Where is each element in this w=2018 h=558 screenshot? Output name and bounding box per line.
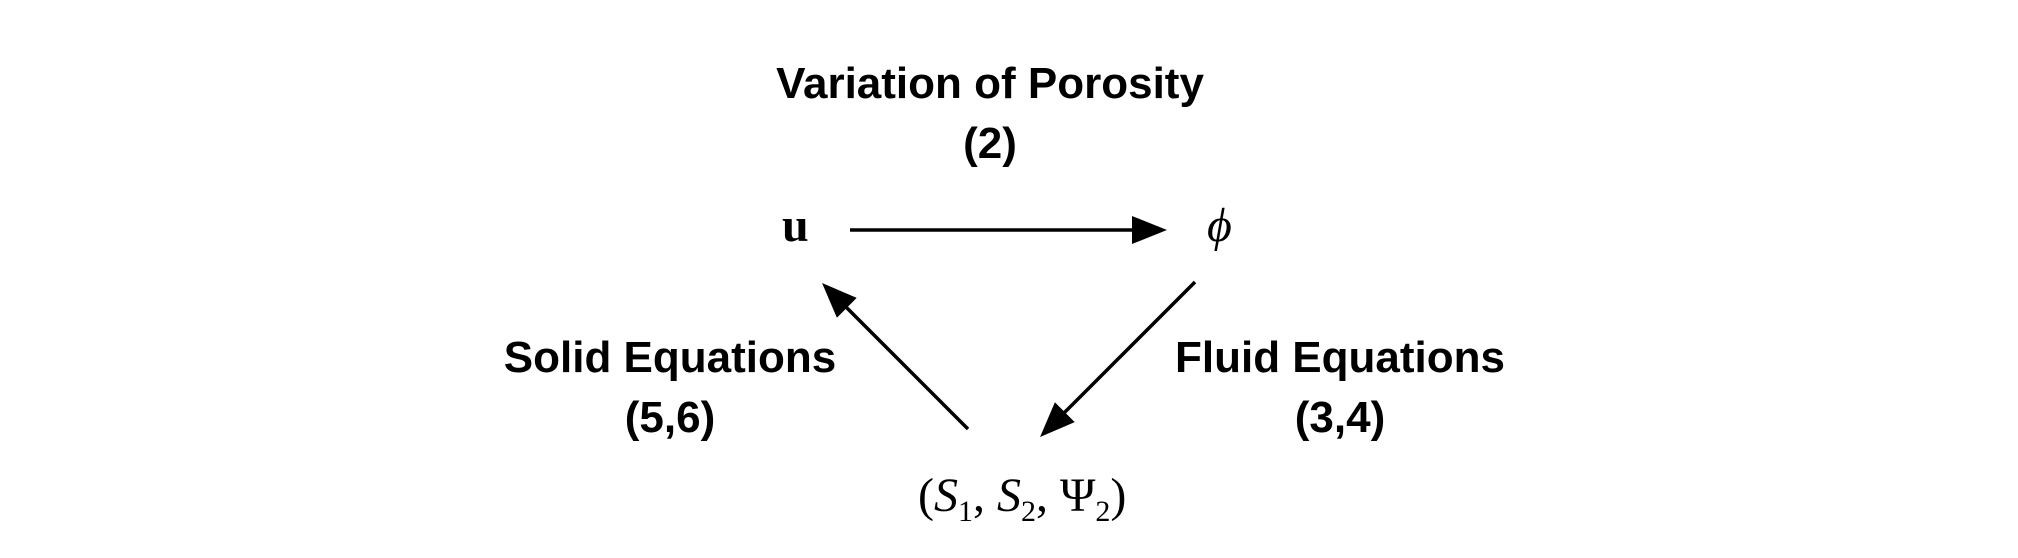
- tuple-psi-sub: 2: [1095, 495, 1111, 528]
- tuple-s1: S: [933, 469, 958, 522]
- tuple-s2-sub: 2: [1020, 495, 1036, 528]
- solid-equations-label: Solid Equations (5,6): [480, 328, 860, 448]
- variation-of-porosity-label: Variation of Porosity (2): [740, 54, 1240, 174]
- node-saturation-tuple: (S1, S2, Ψ2): [918, 468, 1127, 527]
- node-u-text: u: [782, 199, 809, 252]
- tuple-psi: Ψ: [1059, 469, 1096, 522]
- fluid-equations-ref: (3,4): [1294, 393, 1386, 442]
- tuple-sep-1: ,: [972, 469, 997, 522]
- tuple-open-paren: (: [918, 469, 934, 522]
- fluid-equations-label: Fluid Equations (3,4): [1150, 328, 1530, 448]
- variation-of-porosity-title: Variation of Porosity: [776, 59, 1204, 108]
- solid-equations-title: Solid Equations: [503, 333, 837, 382]
- node-phi: ϕ: [1207, 198, 1232, 254]
- variation-of-porosity-ref: (2): [963, 119, 1017, 168]
- fluid-equations-title: Fluid Equations: [1175, 333, 1505, 382]
- tuple-close-paren: ): [1110, 469, 1127, 522]
- node-u: u: [782, 198, 809, 254]
- solid-equations-ref: (5,6): [624, 393, 716, 442]
- arrow-tuple-to-u: [822, 283, 970, 431]
- tuple-sep-2: ,: [1035, 469, 1060, 522]
- node-phi-text: ϕ: [1207, 199, 1232, 252]
- tuple-s2: S: [996, 469, 1021, 522]
- tuple-s1-sub: 1: [957, 495, 973, 528]
- arrow-phi-to-tuple: [1040, 280, 1197, 437]
